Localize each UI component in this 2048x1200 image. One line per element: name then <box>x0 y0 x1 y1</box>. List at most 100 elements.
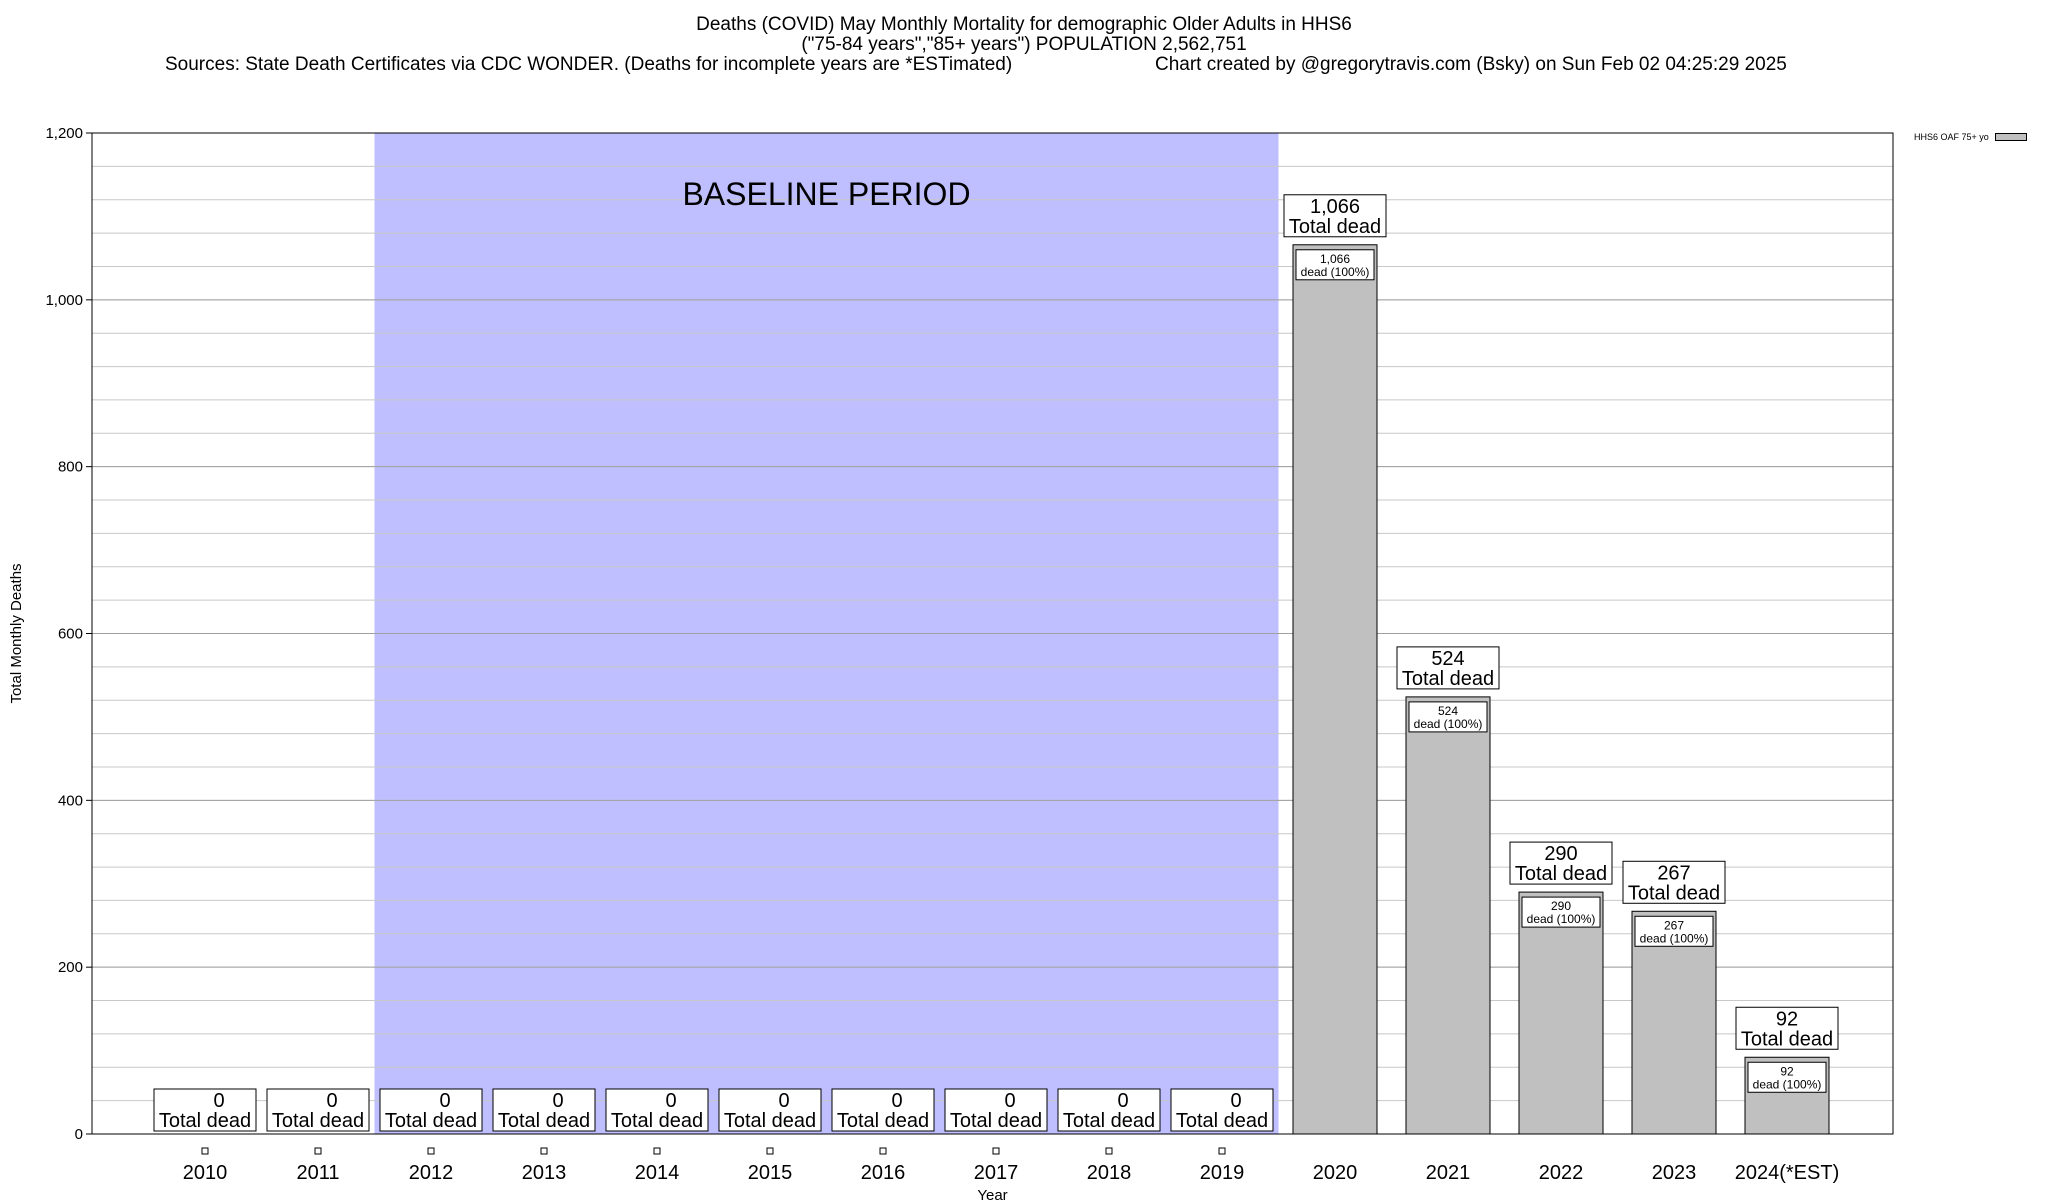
inner-percent-label: dead (100%) <box>1640 931 1709 945</box>
legend-label: HHS6 OAF 75+ yo <box>1914 132 1989 142</box>
total-label-box <box>492 1088 596 1132</box>
total-value-label: 524 <box>1431 648 1464 670</box>
zero-marker-2017 <box>992 1147 1000 1155</box>
total-label-box <box>1283 194 1387 238</box>
total-value-label: 0 <box>552 1090 563 1112</box>
chart-sources: Sources: State Death Certificates via CD… <box>165 54 1013 75</box>
zero-marker-2019 <box>1218 1147 1226 1155</box>
total-label-box <box>1735 1006 1839 1050</box>
total-dead-label: Total dead <box>950 1110 1042 1132</box>
total-value-label: 0 <box>326 1090 337 1112</box>
total-value-label: 0 <box>439 1090 450 1112</box>
total-label-box <box>831 1088 935 1132</box>
x-tick-label: 2021 <box>1426 1162 1471 1184</box>
total-label-box <box>1057 1088 1161 1132</box>
total-value-label: 1,066 <box>1310 196 1360 218</box>
total-dead-label: Total dead <box>1063 1110 1155 1132</box>
x-tick-label: 2016 <box>861 1162 906 1184</box>
total-label-box <box>153 1088 257 1132</box>
inner-label-box <box>1634 915 1714 947</box>
total-dead-label: Total dead <box>1176 1110 1268 1132</box>
chart-title-line1: Deaths (COVID) May Monthly Mortality for… <box>696 14 1352 35</box>
zero-marker-2018 <box>1105 1147 1113 1155</box>
plot-frame <box>91 132 1894 1135</box>
y-tick-label: 800 <box>58 459 83 476</box>
total-dead-label: Total dead <box>385 1110 477 1132</box>
y-tick-label: 1,200 <box>45 125 83 142</box>
total-value-label: 290 <box>1544 843 1577 865</box>
y-tick-label: 400 <box>58 792 83 809</box>
total-label-box <box>379 1088 483 1132</box>
x-tick-label: 2019 <box>1200 1162 1245 1184</box>
chart-title-line2: ("75-84 years","85+ years") POPULATION 2… <box>801 34 1247 55</box>
inner-percent-label: dead (100%) <box>1527 912 1596 926</box>
total-dead-label: Total dead <box>1741 1028 1833 1050</box>
total-dead-label: Total dead <box>1402 668 1494 690</box>
inner-value-label: 92 <box>1780 1064 1794 1078</box>
total-dead-label: Total dead <box>611 1110 703 1132</box>
total-label-box <box>266 1088 370 1132</box>
total-value-label: 0 <box>1230 1090 1241 1112</box>
legend-swatch <box>1994 133 2027 141</box>
x-tick-label: 2010 <box>183 1162 228 1184</box>
inner-label-box <box>1408 701 1488 733</box>
y-tick-label: 600 <box>58 626 83 643</box>
total-dead-label: Total dead <box>498 1110 590 1132</box>
x-tick-label: 2024(*EST) <box>1735 1162 1840 1184</box>
total-dead-label: Total dead <box>1515 863 1607 885</box>
inner-percent-label: dead (100%) <box>1753 1077 1822 1091</box>
inner-label-box <box>1295 249 1375 281</box>
x-tick-label: 2013 <box>522 1162 567 1184</box>
legend: HHS6 OAF 75+ yo <box>1914 131 2027 143</box>
y-tick-label: 200 <box>58 959 83 976</box>
x-tick-label: 2014 <box>635 1162 680 1184</box>
inner-label-box <box>1747 1061 1827 1093</box>
total-label-box <box>1396 646 1500 690</box>
zero-marker-2016 <box>879 1147 887 1155</box>
baseline-period-label: BASELINE PERIOD <box>682 176 970 212</box>
bar-2020 <box>1292 244 1378 1135</box>
inner-label-box <box>1521 896 1601 928</box>
inner-percent-label: dead (100%) <box>1301 265 1370 279</box>
zero-marker-2012 <box>427 1147 435 1155</box>
bar-2023 <box>1631 910 1717 1135</box>
total-value-label: 0 <box>1117 1090 1128 1112</box>
zero-marker-2011 <box>314 1147 322 1155</box>
total-dead-label: Total dead <box>837 1110 929 1132</box>
x-tick-label: 2012 <box>409 1162 454 1184</box>
total-label-box <box>718 1088 822 1132</box>
zero-marker-2015 <box>766 1147 774 1155</box>
total-label-box <box>1509 841 1613 885</box>
total-label-box <box>605 1088 709 1132</box>
y-axis-label: Total Monthly Deaths <box>8 563 25 703</box>
zero-marker-2014 <box>653 1147 661 1155</box>
total-value-label: 0 <box>778 1090 789 1112</box>
inner-value-label: 1,066 <box>1320 252 1350 266</box>
total-value-label: 0 <box>665 1090 676 1112</box>
total-value-label: 0 <box>213 1090 224 1112</box>
x-axis-label: Year <box>977 1187 1007 1200</box>
x-tick-label: 2011 <box>296 1162 339 1184</box>
zero-marker-2013 <box>540 1147 548 1155</box>
chart-credit: Chart created by @gregorytravis.com (Bsk… <box>1155 54 1787 75</box>
total-dead-label: Total dead <box>724 1110 816 1132</box>
y-tick-label: 0 <box>75 1126 83 1143</box>
inner-value-label: 524 <box>1438 704 1458 718</box>
zero-marker-2010 <box>201 1147 209 1155</box>
total-label-box <box>1622 860 1726 904</box>
inner-value-label: 290 <box>1551 899 1571 913</box>
x-tick-label: 2023 <box>1652 1162 1697 1184</box>
x-tick-label: 2017 <box>974 1162 1019 1184</box>
total-label-box <box>944 1088 1048 1132</box>
total-value-label: 92 <box>1776 1008 1798 1030</box>
total-label-box <box>1170 1088 1274 1132</box>
x-tick-label: 2022 <box>1539 1162 1584 1184</box>
x-tick-label: 2020 <box>1313 1162 1358 1184</box>
total-dead-label: Total dead <box>159 1110 251 1132</box>
total-dead-label: Total dead <box>1628 882 1720 904</box>
inner-value-label: 267 <box>1664 918 1684 932</box>
total-value-label: 0 <box>1004 1090 1015 1112</box>
y-tick-label: 1,000 <box>45 292 83 309</box>
bar-2022 <box>1518 891 1604 1135</box>
